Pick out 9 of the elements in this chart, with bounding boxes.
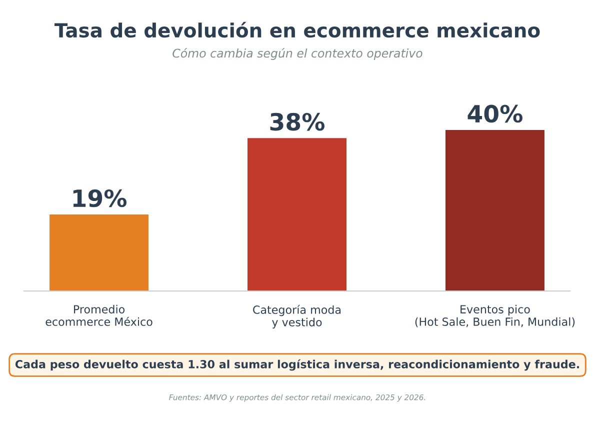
data-label: 38% xyxy=(270,112,325,131)
x-tick-label: Promedio ecommerce México xyxy=(46,304,152,326)
chart-subtitle: Cómo cambia según el contexto operativo xyxy=(172,48,422,60)
x-tick-label: Eventos pico (Hot Sale, Buen Fin, Mundial) xyxy=(415,304,575,328)
data-label: 19% xyxy=(73,189,127,208)
data-label: 40% xyxy=(468,104,522,123)
text: Cada peso devuelto cuesta 1.30 al sumar logística inversa, reacondicionamiento y fraude. xyxy=(15,359,579,371)
x-tick-label: Categoría moda y vestido xyxy=(253,304,341,329)
chart-title: Tasa de devolución en ecommerce mexicano xyxy=(54,22,540,38)
